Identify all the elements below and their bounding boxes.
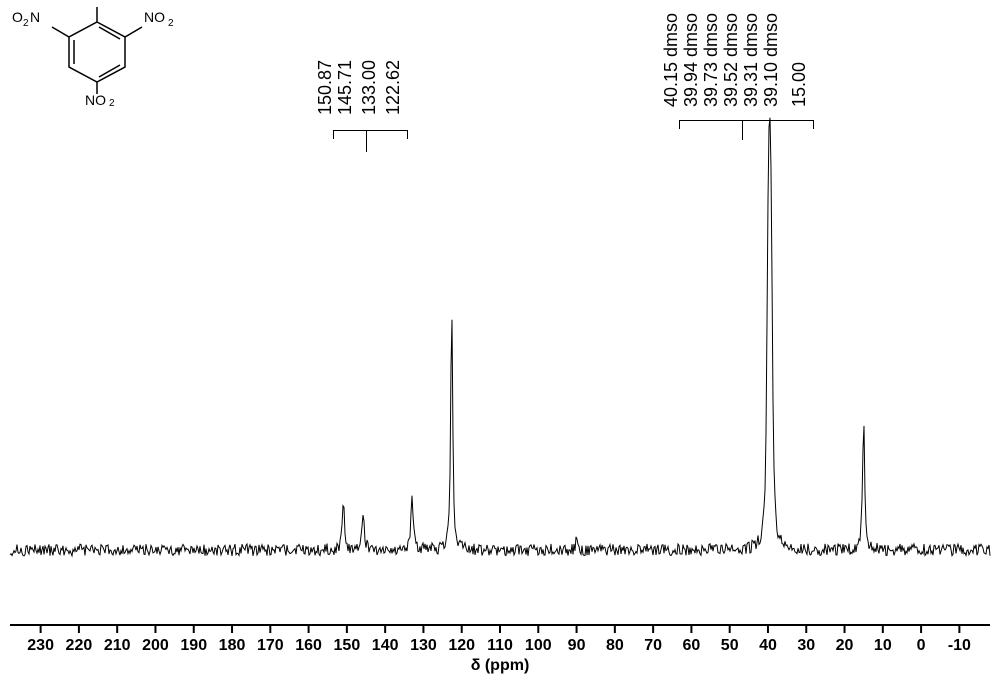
x-axis-title: δ (ppm) <box>400 657 600 675</box>
x-axis: 2302202102001901801701601501401301201101… <box>0 0 1000 698</box>
axis-svg <box>0 0 1000 698</box>
